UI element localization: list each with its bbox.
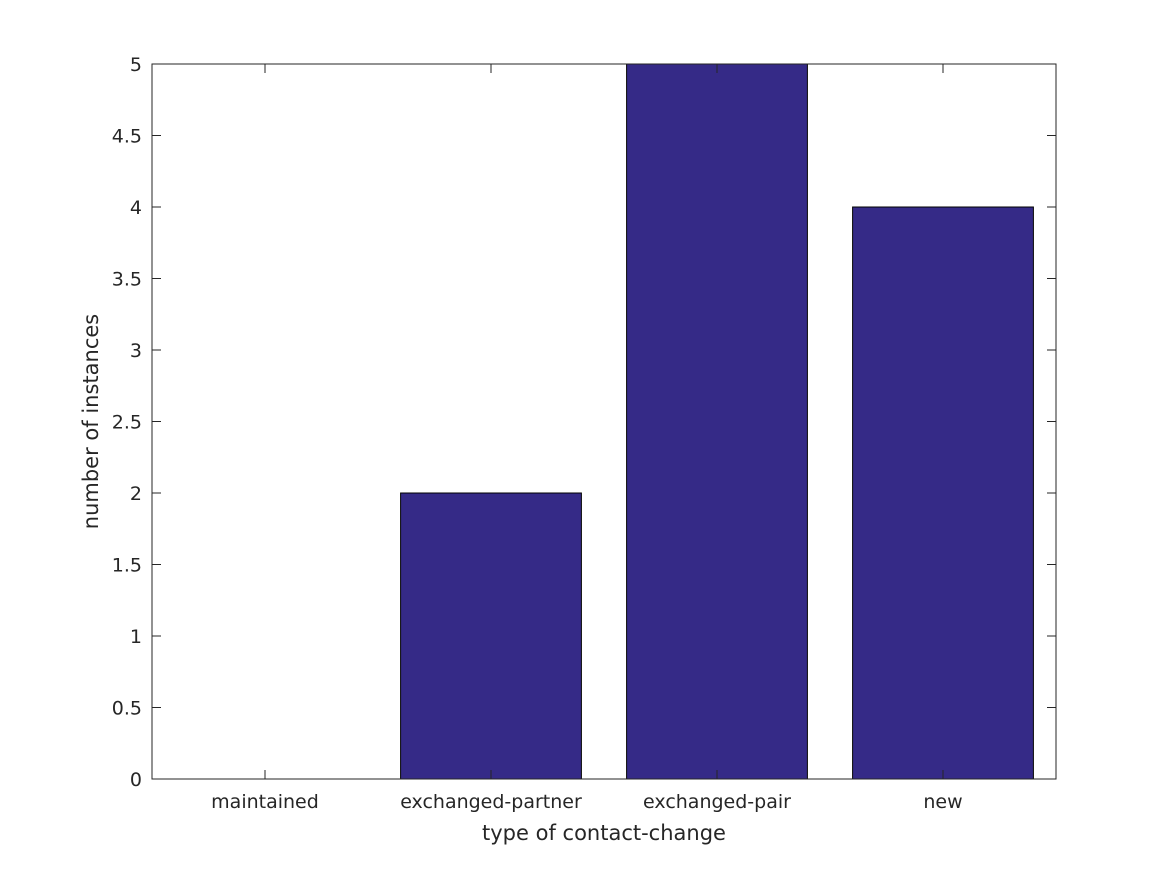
y-tick-label: 5 (130, 54, 142, 76)
x-tick-label: exchanged-partner (400, 791, 582, 813)
bars (400, 63, 1034, 780)
bar-exchanged-pair (626, 63, 808, 780)
y-tick-label: 3.5 (112, 269, 142, 291)
y-tick-label: 2.5 (112, 412, 142, 434)
y-axis-ticks: 0 0.5 1 1.5 2 2.5 3 3.5 4 4.5 5 (112, 54, 1056, 791)
y-axis-label: number of instances (79, 314, 103, 529)
y-tick-label: 4 (130, 197, 142, 219)
y-tick-label: 1.5 (112, 555, 142, 577)
x-tick-label: new (923, 791, 962, 813)
y-tick-label: 3 (130, 340, 142, 362)
y-tick-label: 0.5 (112, 698, 142, 720)
x-tick-label: exchanged-pair (643, 791, 791, 813)
y-tick-label: 0 (130, 769, 142, 791)
y-tick-label: 4.5 (112, 126, 142, 148)
x-axis-ticks: maintained exchanged-partner exchanged-pai… (211, 64, 963, 813)
bar-exchanged-partner (400, 492, 582, 780)
y-tick-label: 1 (130, 626, 142, 648)
y-tick-label: 2 (130, 483, 142, 505)
x-axis-label: type of contact-change (482, 821, 726, 845)
x-tick-label: maintained (211, 791, 319, 813)
bar-new (852, 206, 1034, 780)
